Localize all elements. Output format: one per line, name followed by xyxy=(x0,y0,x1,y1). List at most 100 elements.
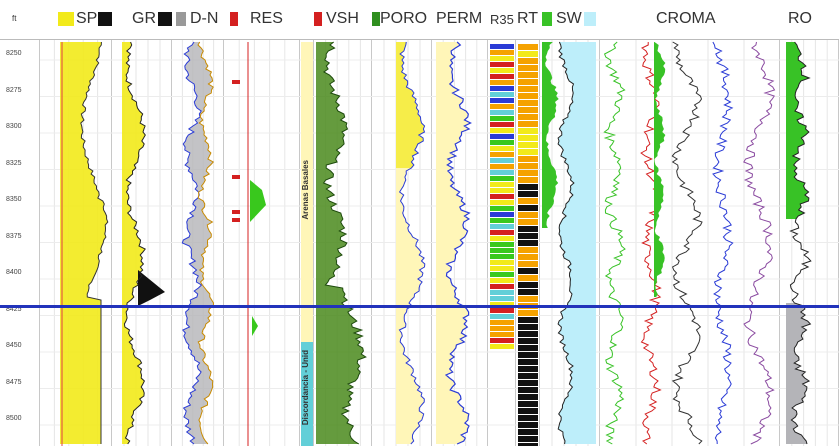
zone-lower-fill xyxy=(301,342,313,446)
rt-header[interactable]: RT xyxy=(516,0,540,40)
r35-band xyxy=(490,260,514,265)
rt-band xyxy=(518,352,538,358)
r35-band xyxy=(490,50,514,55)
perm-header[interactable]: PERM xyxy=(432,0,488,40)
rt-band xyxy=(518,86,538,92)
depth-unit-label: ft xyxy=(12,14,17,23)
r35-band xyxy=(490,212,514,217)
rt-band xyxy=(518,114,538,120)
r35-label: R35 xyxy=(490,12,514,27)
res-label: RES xyxy=(250,10,283,27)
r35-band xyxy=(490,284,514,289)
r35-band xyxy=(490,158,514,163)
rt-band xyxy=(518,366,538,372)
gr-header[interactable]: GR xyxy=(112,0,172,40)
r35-band xyxy=(490,92,514,97)
rt-band xyxy=(518,191,538,197)
rt-band xyxy=(518,324,538,330)
depth-label: 8475 xyxy=(6,378,22,386)
res-header[interactable]: RES xyxy=(224,0,300,40)
sw-header[interactable]: SW xyxy=(540,0,600,40)
rt-band xyxy=(518,184,538,190)
rt-band xyxy=(518,310,538,316)
rt-band xyxy=(518,331,538,337)
rt-band xyxy=(518,387,538,393)
depth-track: 8250 8275 8300 8325 8350 8375 8400 8425 8450 8475… xyxy=(0,40,40,446)
sp-fill xyxy=(60,42,108,444)
rt-band xyxy=(518,240,538,246)
zone-upper-label: Arenas Basales xyxy=(301,160,310,220)
rt-band xyxy=(518,198,538,204)
depth-label: 8325 xyxy=(6,159,22,167)
poro-label: PORO xyxy=(380,10,428,27)
sp-curve xyxy=(80,41,109,444)
r35-band xyxy=(490,236,514,241)
res-swatch xyxy=(230,12,238,26)
rt-band xyxy=(518,394,538,400)
rt-band xyxy=(518,233,538,239)
r35-band xyxy=(490,308,514,313)
r35-band xyxy=(490,338,514,343)
r35-band xyxy=(490,86,514,91)
r35-band xyxy=(490,140,514,145)
zone-header xyxy=(300,0,314,40)
r35-band xyxy=(490,248,514,253)
r35-band xyxy=(490,110,514,115)
rt-band xyxy=(518,408,538,414)
r35-band xyxy=(490,128,514,133)
res-marker xyxy=(232,175,240,179)
r35-band xyxy=(490,44,514,49)
croma-curve xyxy=(743,41,776,445)
r35-band xyxy=(490,242,514,247)
depth-marker-line[interactable] xyxy=(0,305,839,308)
r35-band xyxy=(490,188,514,193)
r35-band xyxy=(490,146,514,151)
ro-curve xyxy=(789,41,812,445)
depth-label: 8350 xyxy=(6,196,22,203)
rt-label: RT xyxy=(517,10,539,27)
sw-fill xyxy=(558,42,596,444)
rt-band xyxy=(518,79,538,85)
r35-band xyxy=(490,254,514,259)
ro-header[interactable]: RO xyxy=(780,0,839,40)
gr-curve xyxy=(123,41,146,445)
depth-label: 8250 xyxy=(6,50,22,57)
vsh-header[interactable]: VSH xyxy=(314,0,372,40)
dn-header[interactable]: D-N xyxy=(172,0,224,40)
rt-band xyxy=(518,247,538,253)
r35-header[interactable]: R35 xyxy=(488,0,516,40)
r35-band xyxy=(490,290,514,295)
r35-band xyxy=(490,74,514,79)
r35-band xyxy=(490,176,514,181)
r35-band xyxy=(490,272,514,277)
croma-header[interactable]: CROMA xyxy=(600,0,780,40)
vsh-label: VSH xyxy=(326,10,359,27)
r35-band xyxy=(490,62,514,67)
poro-header[interactable]: PORO xyxy=(372,0,432,40)
dn-swatch xyxy=(176,12,186,26)
res-marker xyxy=(232,210,240,214)
rt-band xyxy=(518,142,538,148)
r35-band xyxy=(490,206,514,211)
rt-band xyxy=(518,212,538,218)
sw-swatch-cyan xyxy=(584,12,596,26)
sp-header[interactable]: SP xyxy=(40,0,112,40)
r35-band xyxy=(490,194,514,199)
zone-lower-label: Discordancia - Unid xyxy=(301,350,310,426)
rt-band xyxy=(518,429,538,435)
ro-label: RO xyxy=(788,10,812,27)
r35-band xyxy=(490,68,514,73)
poro-curve xyxy=(398,41,426,445)
rt-band xyxy=(518,443,538,446)
sp-swatch-black xyxy=(98,12,112,26)
perm-label: PERM xyxy=(436,10,483,27)
rt-band xyxy=(518,149,538,155)
r35-band xyxy=(490,152,514,157)
rt-band xyxy=(518,373,538,379)
sp-label: SP xyxy=(76,10,98,27)
croma-green-fill xyxy=(654,42,666,297)
res-marker xyxy=(232,80,240,84)
sp-swatch xyxy=(58,12,74,26)
rt-band xyxy=(518,282,538,288)
res-marker xyxy=(232,218,240,222)
